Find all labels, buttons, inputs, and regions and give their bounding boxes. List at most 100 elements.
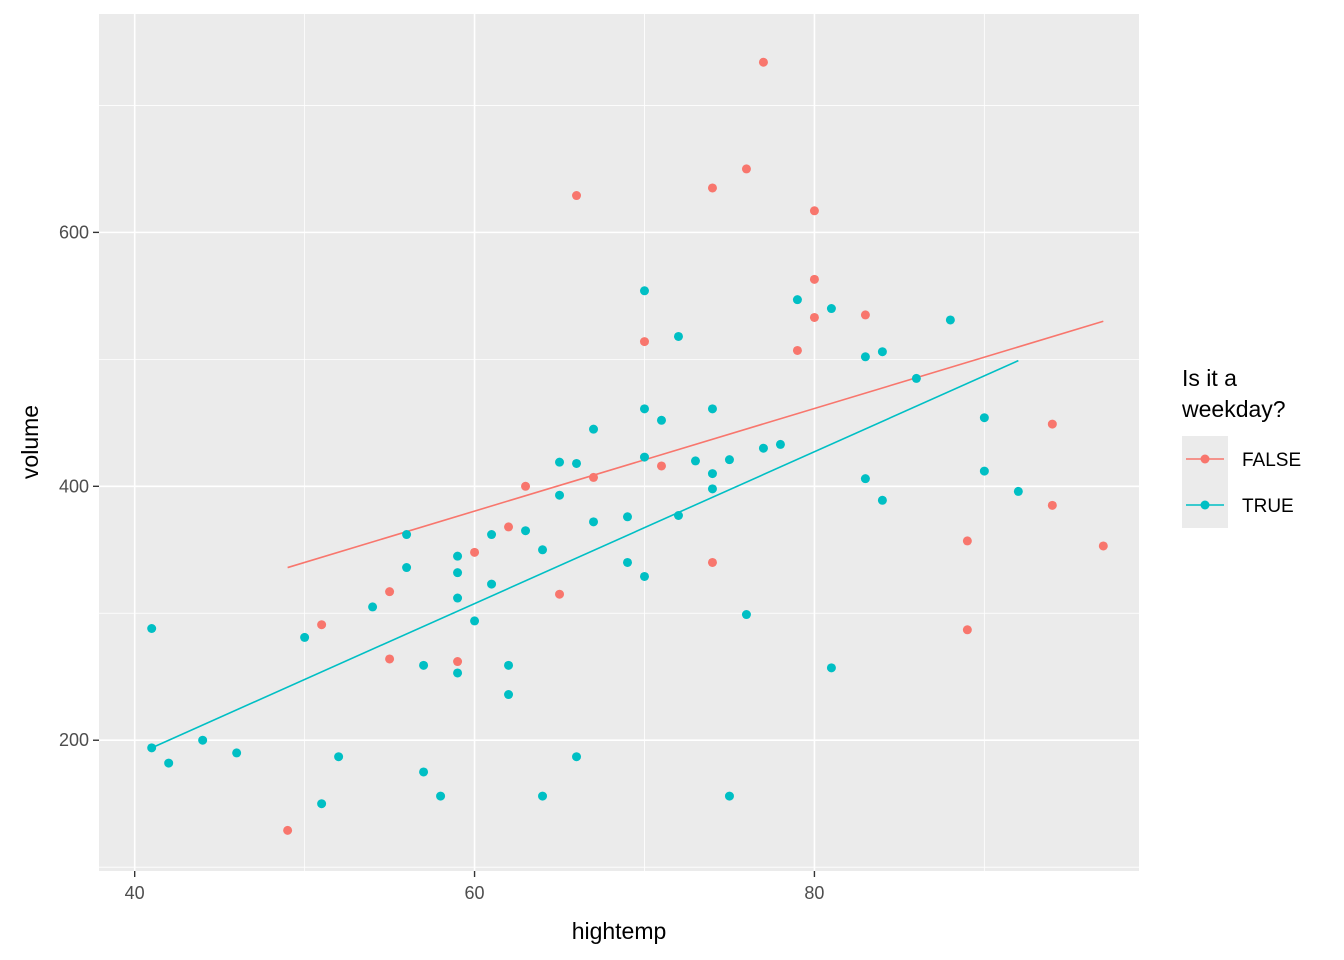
data-point-true <box>724 455 734 465</box>
data-point-true <box>572 752 582 762</box>
legend-title-line-1: Is it a <box>1182 365 1237 391</box>
data-point-false <box>572 191 582 201</box>
data-point-false <box>809 312 819 322</box>
data-point-true <box>911 373 921 383</box>
data-point-false <box>589 472 599 482</box>
x-tick-label: 60 <box>465 883 485 903</box>
data-point-true <box>1013 486 1023 496</box>
data-point-false <box>741 164 751 174</box>
data-point-true <box>487 530 497 540</box>
data-point-false <box>453 657 463 667</box>
data-point-false <box>555 589 565 599</box>
data-point-true <box>198 735 208 745</box>
data-point-true <box>402 563 412 573</box>
data-point-true <box>453 593 463 603</box>
data-point-true <box>317 799 327 809</box>
x-axis-title: hightemp <box>572 918 667 944</box>
data-point-false <box>1098 541 1108 551</box>
data-point-true <box>572 458 582 468</box>
data-point-true <box>639 452 649 462</box>
data-point-true <box>555 457 565 467</box>
data-point-true <box>555 490 565 500</box>
data-point-false <box>962 536 972 546</box>
data-point-true <box>826 663 836 673</box>
data-point-true <box>877 347 887 357</box>
y-axis-title: volume <box>17 405 43 479</box>
legend-title-line-2: weekday? <box>1181 396 1286 422</box>
legend-key-point <box>1200 500 1210 510</box>
data-point-true <box>300 632 310 642</box>
data-point-true <box>860 474 870 484</box>
data-point-false <box>809 274 819 284</box>
data-point-false <box>1047 419 1057 429</box>
data-point-true <box>724 791 734 801</box>
data-point-false <box>792 345 802 355</box>
legend-key-point <box>1200 454 1210 464</box>
data-point-true <box>470 616 480 626</box>
data-point-false <box>758 57 768 67</box>
data-point-true <box>521 526 531 536</box>
data-point-true <box>402 530 412 540</box>
data-point-true <box>538 791 548 801</box>
data-point-true <box>504 690 514 700</box>
data-point-true <box>979 413 989 423</box>
legend: Is it a weekday? FALSE TRUE <box>1181 365 1301 528</box>
trend-line-true <box>151 359 1019 749</box>
data-point-false <box>656 461 666 471</box>
legend-label-true: TRUE <box>1242 496 1294 517</box>
legend-keys: FALSE TRUE <box>1182 436 1301 528</box>
y-tick-label: 400 <box>59 476 89 496</box>
data-point-true <box>368 602 378 612</box>
data-points <box>147 57 1108 835</box>
data-point-false <box>317 620 327 630</box>
x-axis: 40 60 80 <box>125 871 824 903</box>
data-point-true <box>826 304 836 314</box>
y-tick-label: 600 <box>59 222 89 242</box>
y-axis: 200 400 600 <box>59 222 99 750</box>
data-point-false <box>504 522 514 532</box>
data-point-false <box>639 337 649 347</box>
data-point-true <box>147 743 157 753</box>
data-point-true <box>707 484 717 494</box>
data-point-true <box>860 352 870 362</box>
data-point-true <box>487 579 497 589</box>
data-point-false <box>707 557 717 567</box>
data-point-true <box>232 748 242 758</box>
data-point-false <box>962 625 972 635</box>
data-point-true <box>453 551 463 561</box>
data-point-false <box>385 654 395 664</box>
data-point-true <box>419 660 429 670</box>
data-point-true <box>945 315 955 325</box>
data-point-true <box>707 404 717 414</box>
data-point-true <box>741 610 751 620</box>
data-point-false <box>385 587 395 597</box>
data-point-true <box>538 545 548 555</box>
data-point-true <box>436 791 446 801</box>
data-point-true <box>589 424 599 434</box>
data-point-true <box>673 511 683 521</box>
data-point-true <box>758 443 768 453</box>
x-tick-label: 80 <box>804 883 824 903</box>
data-point-true <box>622 512 632 522</box>
data-point-true <box>673 331 683 341</box>
data-point-false <box>470 547 480 557</box>
data-point-true <box>164 758 174 768</box>
plot-panel <box>99 14 1139 871</box>
data-point-true <box>334 752 344 762</box>
major-gridlines <box>99 14 1139 871</box>
data-point-true <box>792 295 802 305</box>
data-point-true <box>504 660 514 670</box>
legend-label-false: FALSE <box>1242 450 1301 471</box>
x-tick-label: 40 <box>125 883 145 903</box>
trend-lines <box>151 320 1104 749</box>
data-point-true <box>639 404 649 414</box>
data-point-true <box>656 415 666 425</box>
data-point-true <box>639 571 649 581</box>
data-point-true <box>979 466 989 476</box>
data-point-true <box>877 495 887 505</box>
data-point-false <box>809 206 819 216</box>
data-point-true <box>775 439 785 449</box>
data-point-true <box>707 469 717 479</box>
